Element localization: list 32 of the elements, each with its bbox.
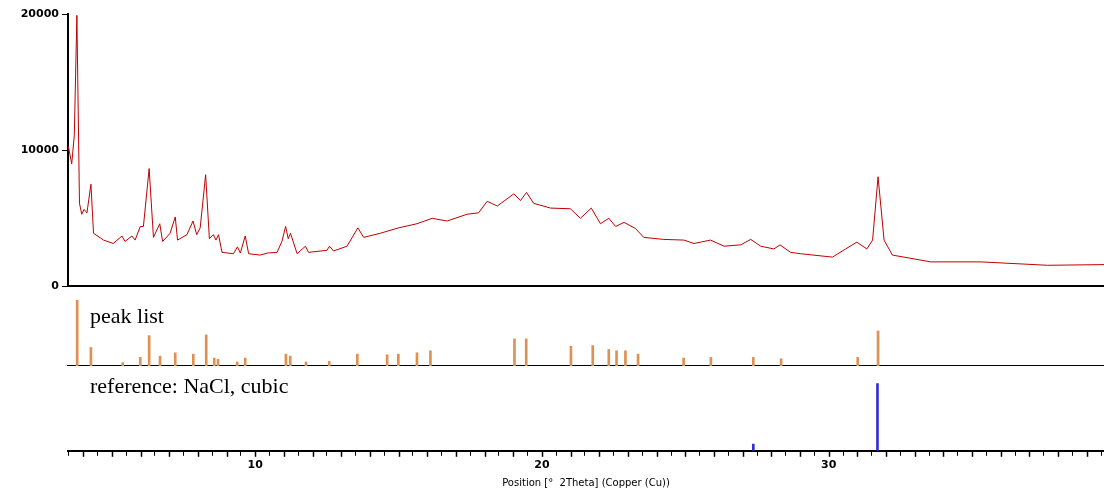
bar bbox=[243, 357, 247, 366]
bar bbox=[682, 357, 685, 366]
x-axis-title: Position [° 2Theta] (Copper (Cu)) bbox=[502, 476, 670, 488]
chart-title: peak list bbox=[90, 302, 164, 328]
bar bbox=[191, 353, 195, 366]
bar bbox=[856, 357, 860, 366]
bar bbox=[624, 350, 627, 366]
x-tick-label: 10 bbox=[247, 458, 264, 472]
bar bbox=[429, 350, 432, 366]
bar bbox=[591, 345, 595, 366]
bar bbox=[235, 361, 239, 366]
bar bbox=[173, 352, 177, 366]
bar bbox=[397, 353, 400, 366]
bar bbox=[327, 361, 331, 366]
bar bbox=[121, 362, 125, 366]
bar bbox=[355, 353, 359, 366]
chart-title: reference: NaCl, cubic bbox=[90, 372, 289, 398]
x-tick-label: 30 bbox=[821, 458, 837, 472]
x-tick-label: 20 bbox=[534, 458, 550, 472]
bar bbox=[615, 350, 618, 366]
y-tick-label: 0 bbox=[51, 279, 60, 293]
bar bbox=[138, 357, 142, 366]
bar bbox=[212, 357, 216, 366]
bar bbox=[288, 355, 292, 366]
y-tick-label: 10000 bbox=[20, 143, 60, 157]
bar bbox=[607, 349, 611, 366]
bar bbox=[513, 338, 516, 366]
bar bbox=[75, 300, 79, 366]
y-tick-label: 20000 bbox=[20, 6, 60, 20]
bar bbox=[751, 357, 755, 366]
bar bbox=[204, 334, 208, 366]
bar bbox=[524, 338, 528, 366]
